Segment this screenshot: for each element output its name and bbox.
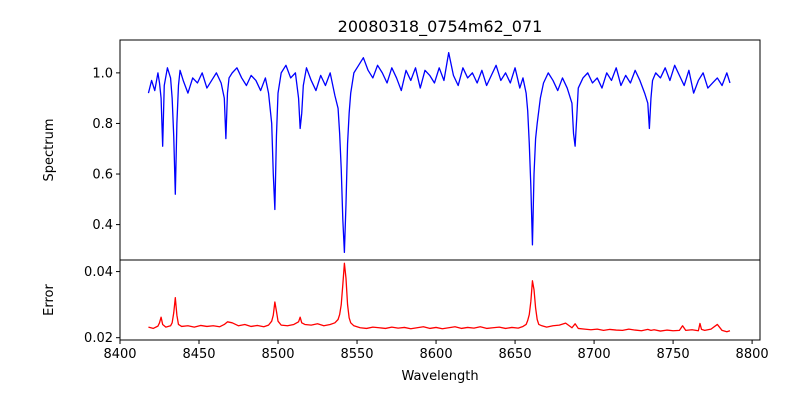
x-tick-label: 8750 [657,347,690,362]
x-tick-label: 8550 [340,347,373,362]
x-tick-label: 8800 [736,347,769,362]
spectrum-series-line-0 [147,51,731,254]
y-axis-label-error: Error [42,284,57,316]
spectrum-y-tick-label: 0.8 [92,117,113,132]
error-y-tick-label: 0.04 [84,265,113,280]
x-tick-label: 8450 [182,347,215,362]
x-tick-label: 8500 [261,347,294,362]
y-axis-label-spectrum: Spectrum [42,119,57,182]
spectrum-y-tick-label: 0.4 [92,218,113,233]
chart-title: 20080318_0754m62_071 [338,17,543,37]
error-series-line-0 [148,262,731,333]
x-tick-label: 8600 [420,347,453,362]
error-axes-frame [119,259,761,341]
x-tick-label: 8400 [103,347,136,362]
error-y-tick-label: 0.02 [84,331,113,346]
spectrum-y-tick-label: 0.6 [92,168,113,183]
x-tick-label: 8650 [499,347,532,362]
spectrum-panel: 0.4 0.6 0.8 1.0 [92,39,761,261]
spectrum-y-tick-label: 1.0 [92,66,113,81]
x-axis-label: Wavelength [401,369,478,384]
error-panel: 0.02 0.04 8400 8450 8500 8550 8600 8650 8700 8750… [84,259,769,362]
x-tick-label: 8700 [578,347,611,362]
